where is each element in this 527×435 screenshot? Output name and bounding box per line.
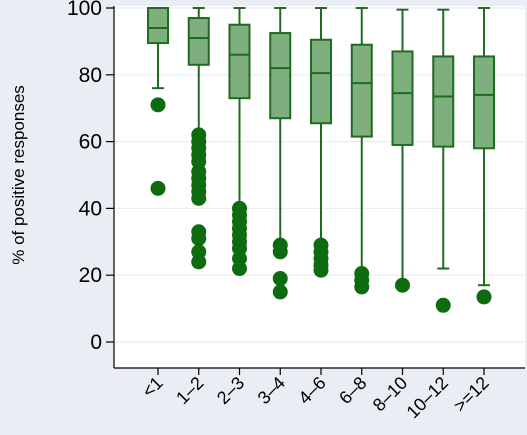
x-tick-label: <1 [138,373,167,402]
iqr-box [228,23,251,100]
y-tick-label: 0 [90,331,102,354]
x-tick-label: 6–8 [335,373,370,408]
box-8 [432,8,455,313]
outlier-point [191,190,207,206]
x-tick-label: 2–3 [213,373,248,408]
y-tick-label: 100 [67,0,102,20]
y-axis-label: % of positive responses [9,85,28,265]
box-9 [473,7,495,305]
outlier-point [191,230,207,246]
outlier-point [476,289,492,305]
box-3 [228,7,251,277]
outlier-point [150,180,166,196]
outlier-point [435,297,451,313]
x-tick-label: 1–2 [172,373,207,408]
boxes [147,7,495,313]
outlier-point [272,284,288,300]
box-5 [310,7,332,278]
outlier-point [150,97,166,113]
y-tick-label: 40 [79,197,102,220]
outlier-point [354,279,370,295]
x-tick-label: 10–12 [403,373,453,423]
iqr-box [473,55,495,150]
iqr-box [391,50,414,146]
box-7 [391,8,414,293]
box-1 [147,7,169,196]
y-tick-label: 80 [79,64,102,87]
iqr-box [310,38,332,125]
iqr-box [432,55,455,148]
iqr-box [350,43,373,138]
box-4 [269,7,292,300]
outlier-point [232,261,247,277]
outlier-point [191,254,207,270]
outlier-point [272,244,288,260]
box-2 [187,7,210,270]
x-tick-label: 3–4 [254,373,289,408]
x-tick-label: >=12 [450,373,493,416]
outlier-point [395,277,410,293]
outlier-point [313,262,329,278]
iqr-box [269,32,292,120]
x-tick-label: 4–6 [294,373,329,408]
box-6 [350,7,373,295]
outlier-point [272,271,288,287]
y-axis: 0 20 40 60 80 100 [67,0,115,368]
iqr-box [187,17,210,66]
y-tick-label: 60 [79,131,102,154]
iqr-box [147,7,169,45]
y-tick-label: 20 [79,264,102,287]
